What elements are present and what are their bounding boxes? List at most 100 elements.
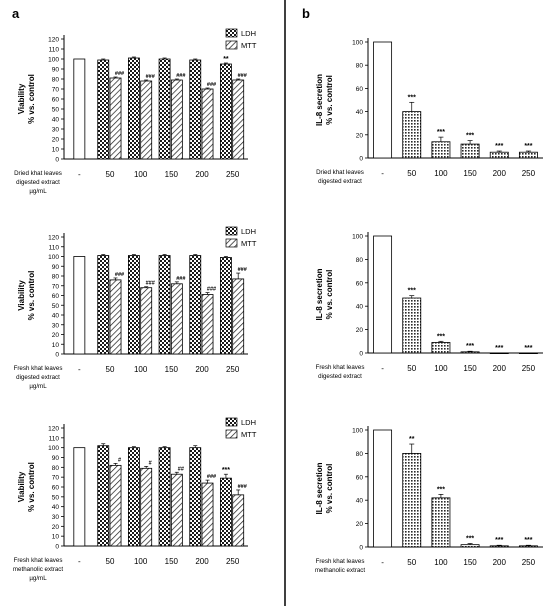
bar-ldh [189,255,202,355]
y-tick-label: 30 [52,514,60,521]
y-tick-label: 50 [52,107,60,114]
legend-swatch [225,238,238,248]
bar-mtt [140,80,153,160]
panel-label-a: a [12,6,20,21]
y-tick-label: 80 [52,274,60,281]
y-axis-label: % vs. control [325,464,334,514]
x-tick-label: 200 [195,557,209,566]
legend-label: LDH [241,29,256,38]
bar-mtt [170,473,183,547]
significance-label: ### [207,82,216,88]
y-axis-label: % vs. control [27,462,36,512]
x-axis-label: methanolic extract [315,567,365,574]
significance-label: ### [146,281,155,287]
x-tick-label: 50 [407,558,416,567]
bar-il8 [489,352,509,355]
y-tick-label: 60 [356,474,364,481]
y-tick-label: 100 [352,40,363,47]
x-tick-label: 200 [493,364,507,373]
il8-chart-fresh-digested: 0 20 40 60 80 100 IL-8 secretion% vs. control -… [315,232,543,380]
x-tick-label: 50 [106,170,115,179]
x-axis-label: Dried khat leaves [316,169,364,176]
significance-label: *** [524,537,532,544]
y-tick-label: 120 [48,235,59,242]
x-tick-label: 100 [134,170,148,179]
bar-il8 [402,297,422,354]
bar-ldh [219,477,232,547]
x-tick-label: 50 [106,557,115,566]
bar-il8 [489,151,509,159]
bar-ldh [219,63,232,160]
y-tick-label: 40 [52,504,60,511]
x-tick-label: 150 [165,365,179,374]
significance-label: ### [238,484,247,490]
significance-label: *** [495,345,503,352]
x-tick-label: - [78,365,81,374]
y-tick-label: 100 [352,428,363,435]
y-tick-label: 10 [52,534,60,541]
y-tick-label: 60 [356,280,364,287]
y-axis-label: % vs. control [325,270,334,320]
y-tick-label: 50 [52,303,60,310]
bar-ldh [158,255,171,355]
panel-label-b: b [302,6,310,21]
y-tick-label: 40 [52,313,60,320]
y-tick-label: 0 [55,544,59,551]
y-tick-label: 60 [52,97,60,104]
y-tick-label: 100 [48,57,59,64]
y-axis-label: % vs. control [27,74,36,124]
viability-chart-fresh-methanolic: 0 10 20 30 40 50 60 70 80 90 100 110 120 Viability% v… [13,417,257,582]
legend-label: LDH [241,418,256,427]
bar-mtt [232,79,245,160]
bar-ldh [189,59,202,160]
significance-label: *** [466,343,474,350]
bar-mtt [109,464,122,547]
x-tick-label: 200 [493,558,507,567]
significance-label: ### [238,267,247,273]
x-tick-label: 100 [134,365,148,374]
y-tick-label: 80 [356,451,364,458]
x-tick-label: 100 [434,558,448,567]
x-tick-label: 100 [434,169,448,178]
il8-chart-fresh-methanolic: 0 20 40 60 80 100 IL-8 secretion% vs. control -… [315,426,543,574]
y-axis-label: Viability [17,471,26,502]
bar-ldh [158,58,171,160]
y-axis-label: % vs. control [325,75,334,125]
x-axis-label: Fresh khat leaves [14,557,63,564]
y-tick-label: 80 [356,257,364,264]
y-tick-label: 120 [48,37,59,44]
x-tick-label: - [78,557,81,566]
y-tick-label: 110 [49,435,60,442]
y-tick-label: 0 [55,157,59,164]
significance-label: *** [495,537,503,544]
significance-label: *** [524,345,532,352]
legend-swatch [225,226,238,236]
significance-label: *** [524,143,532,150]
y-tick-label: 20 [356,327,364,334]
y-tick-label: 30 [52,127,60,134]
x-axis-label: Fresh khat leaves [316,558,365,565]
bar-il8 [431,497,451,548]
bar-il8 [373,429,393,548]
x-axis-label: methanolic extract [13,566,63,573]
x-tick-label: 50 [407,364,416,373]
y-tick-label: 40 [356,109,364,116]
x-axis-label: digested extract [16,179,60,186]
significance-label: *** [466,535,474,542]
bar-ldh [219,257,232,355]
x-tick-label: 250 [226,170,240,179]
legend-swatch [225,40,238,50]
bar-mtt [140,287,153,355]
x-tick-label: 50 [407,169,416,178]
legend-label: MTT [241,239,257,248]
y-tick-label: 0 [359,156,363,163]
bar-mtt [201,482,214,547]
y-axis-label: % vs. control [27,271,36,321]
bar-il8 [402,111,422,159]
significance-label: ### [207,474,216,480]
y-tick-label: 100 [352,234,363,241]
significance-label: ### [176,276,185,282]
x-tick-label: 150 [463,364,477,373]
x-tick-label: 200 [493,169,507,178]
